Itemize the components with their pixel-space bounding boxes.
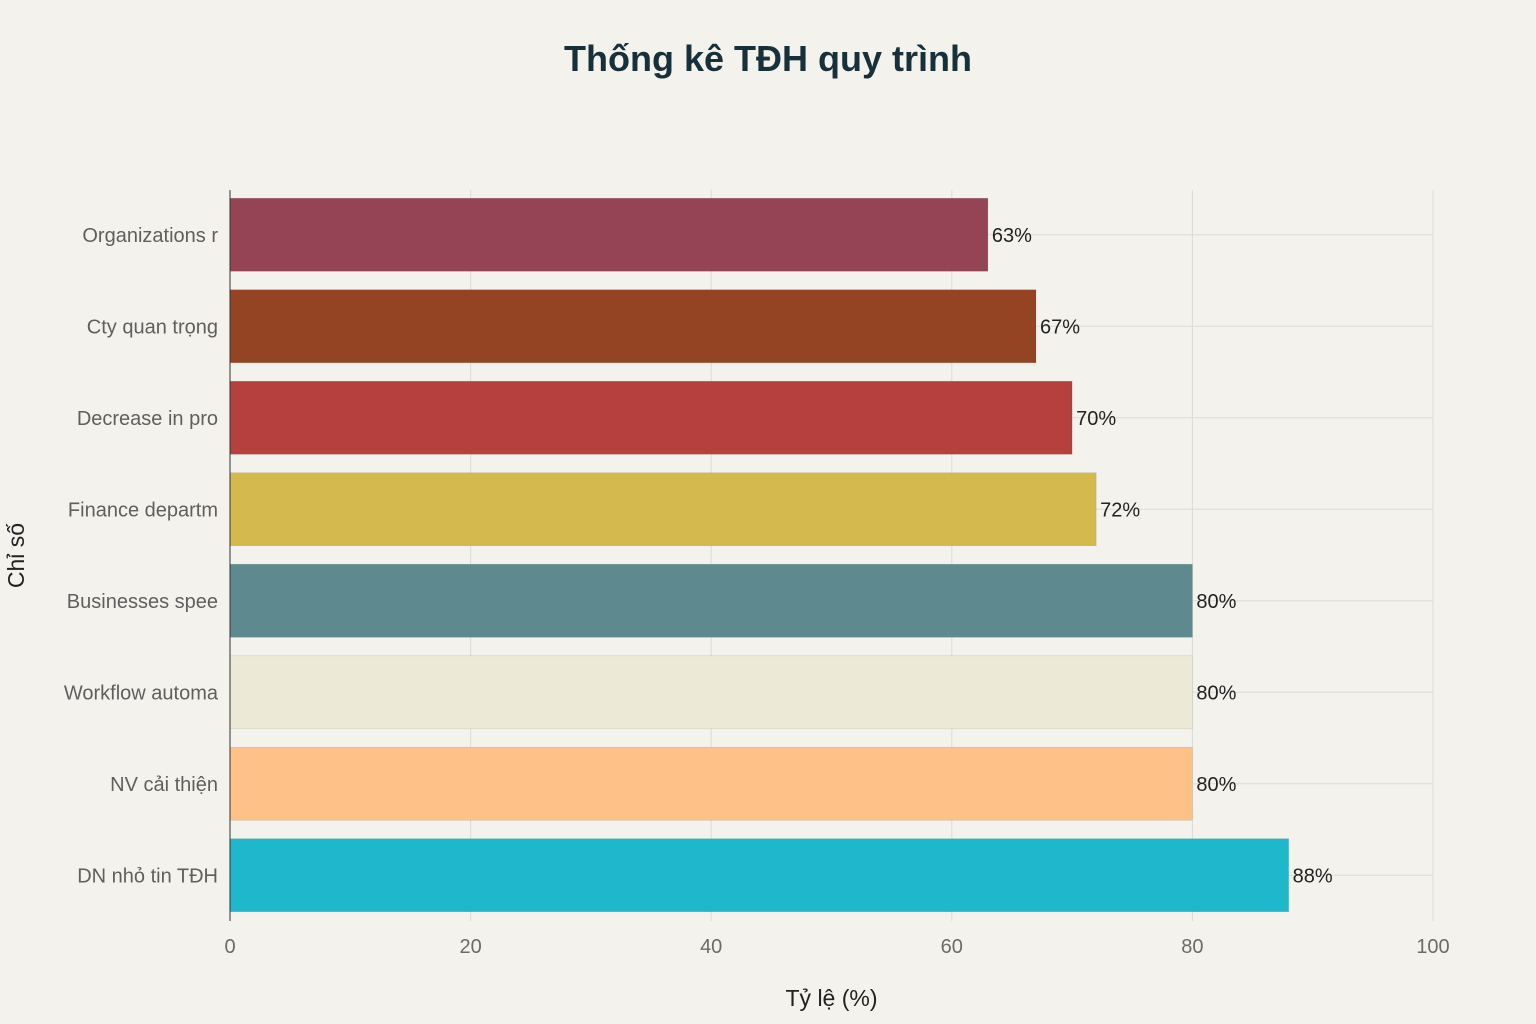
- category-label: NV cải thiện: [110, 774, 218, 796]
- data-labels: 63% 67% 70% 72% 80% 80% 80% 88%: [992, 225, 1333, 888]
- x-tick-label: 40: [700, 936, 722, 958]
- data-label: 63%: [992, 225, 1032, 247]
- data-label: 80%: [1196, 682, 1236, 704]
- y-axis-title: Chỉ số: [3, 523, 29, 588]
- data-label: 88%: [1293, 865, 1333, 887]
- bar: [229, 838, 1289, 913]
- data-label: 80%: [1196, 774, 1236, 796]
- category-label: Organizations r: [82, 225, 218, 247]
- bar: [229, 655, 1193, 730]
- x-tick-label: 80: [1181, 936, 1203, 958]
- x-tick-label: 0: [224, 936, 235, 958]
- x-tick-label: 100: [1416, 936, 1449, 958]
- category-label: Finance departm: [68, 499, 218, 521]
- category-label: DN nhỏ tin TĐH: [77, 865, 218, 887]
- category-label: Decrease in pro: [77, 408, 218, 430]
- x-axis-title: Tỷ lệ (%): [786, 985, 878, 1011]
- category-label: Cty quan trọng: [87, 316, 218, 338]
- x-tick-label: 60: [941, 936, 963, 958]
- x-ticks: 0 20 40 60 80 100: [224, 936, 1449, 958]
- data-label: 72%: [1100, 499, 1140, 521]
- chart-title: Thống kê TĐH quy trình: [564, 38, 972, 79]
- data-label: 80%: [1196, 591, 1236, 613]
- bar: [229, 746, 1193, 821]
- data-label: 67%: [1040, 316, 1080, 338]
- category-label: Workflow automa: [64, 682, 219, 704]
- bars: [229, 197, 1289, 913]
- category-labels: Organizations r Cty quan trọng Decrease in…: [64, 225, 219, 888]
- data-label: 70%: [1076, 408, 1116, 430]
- bar: [229, 563, 1193, 638]
- bar: [229, 380, 1073, 455]
- bar: [229, 472, 1097, 547]
- category-label: Businesses spee: [67, 591, 218, 613]
- x-tick-label: 20: [459, 936, 481, 958]
- bar: [229, 197, 989, 272]
- bar: [229, 289, 1037, 364]
